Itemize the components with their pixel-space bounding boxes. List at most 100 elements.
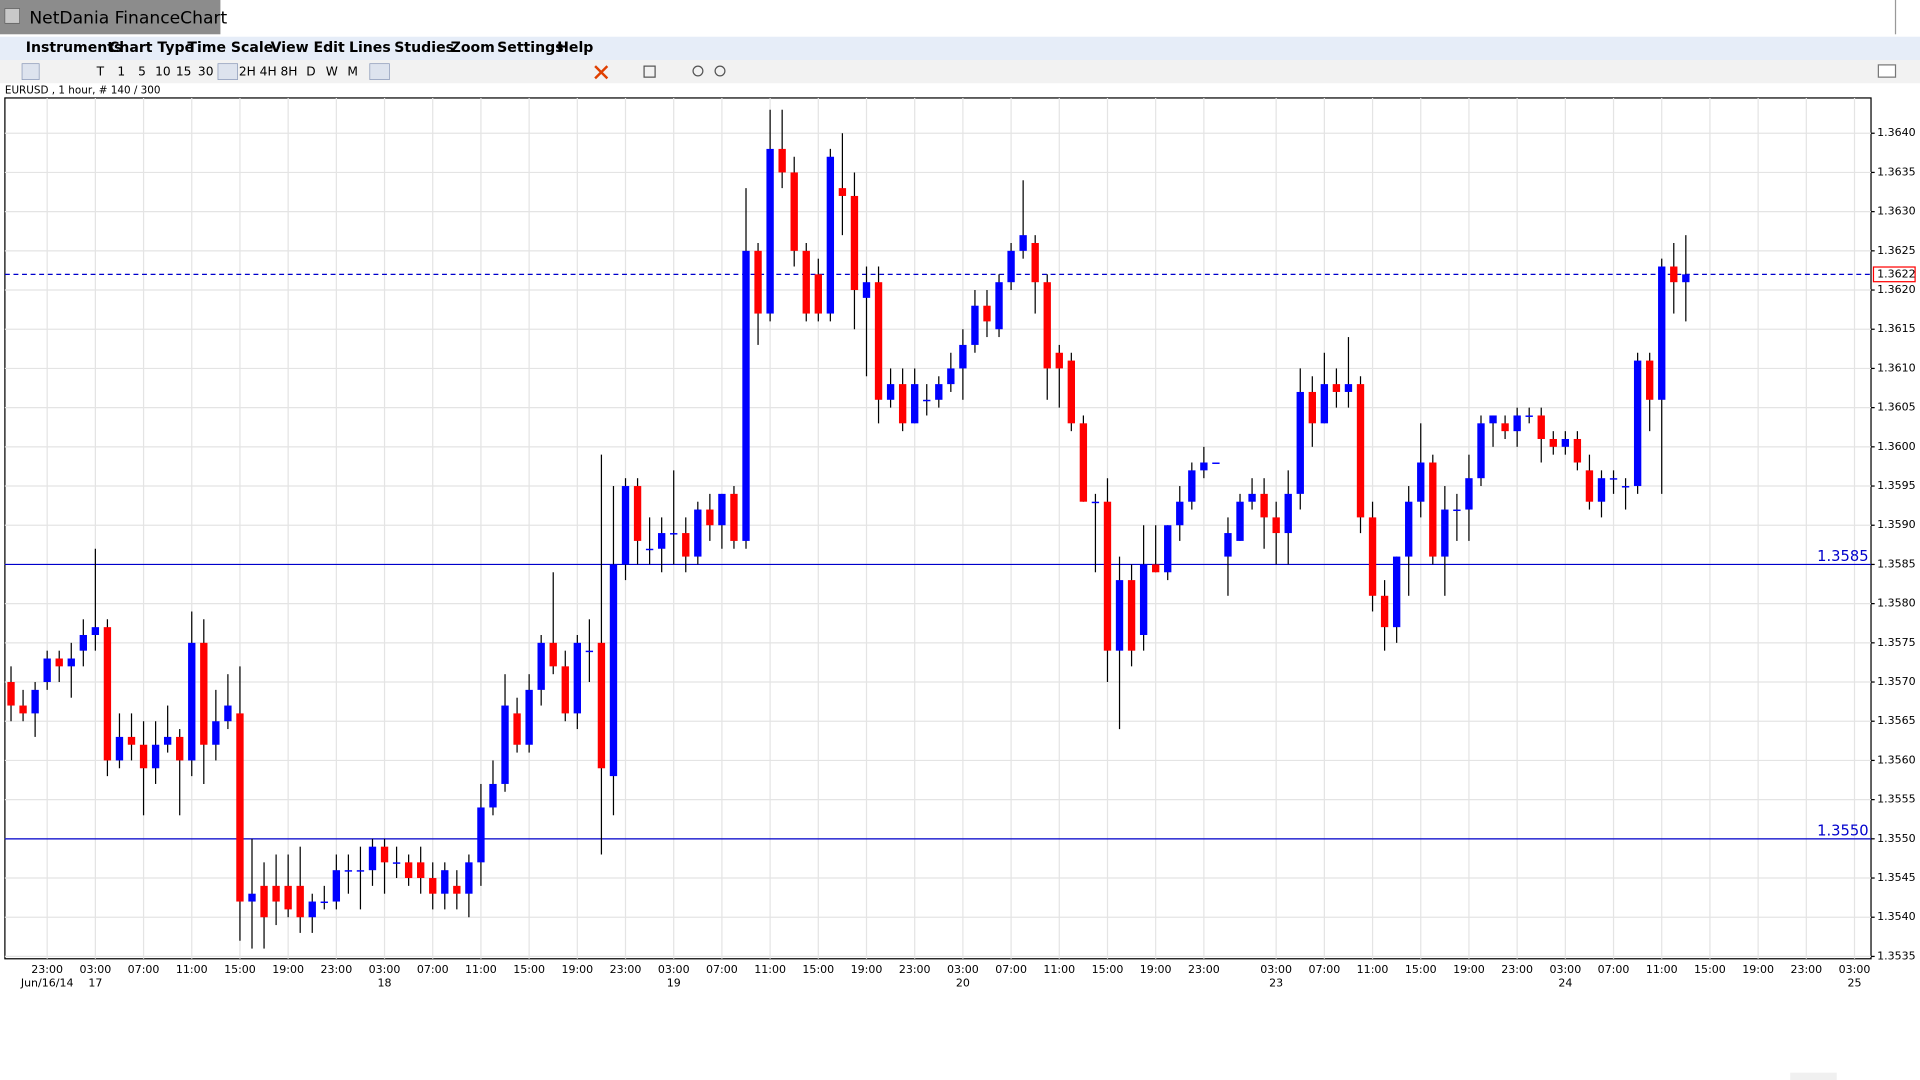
- x-tick-label: 11:00: [1646, 963, 1678, 976]
- candle-body: [1200, 462, 1208, 471]
- x-tick-label: 11:00: [1357, 963, 1389, 976]
- menu-item[interactable]: View: [271, 40, 309, 56]
- x-tick-label: 03:00: [369, 963, 401, 976]
- x-tick-label: 23:00: [1501, 963, 1533, 976]
- icon-delete[interactable]: [594, 65, 609, 80]
- candle-body: [633, 486, 642, 541]
- y-tick-label: 1.3610: [1877, 361, 1916, 374]
- toolbar-button[interactable]: 15: [176, 65, 192, 79]
- toolbar-button[interactable]: 30: [198, 65, 214, 79]
- candle-body: [344, 870, 353, 872]
- toolbar-button[interactable]: 10: [155, 65, 171, 79]
- candle-body: [296, 885, 304, 918]
- icon-selected[interactable]: [217, 63, 238, 80]
- candle-body: [657, 533, 666, 549]
- candle-body: [874, 282, 883, 400]
- menu-item[interactable]: Settings: [497, 40, 563, 56]
- menu-item[interactable]: Lines: [349, 40, 391, 56]
- x-tick-label: 15:00: [1694, 963, 1726, 976]
- candle-body: [1585, 470, 1594, 502]
- x-tick-label: 11:00: [754, 963, 786, 976]
- candle-body: [356, 870, 365, 872]
- candle-body: [1609, 478, 1618, 480]
- icon-zoom-out[interactable]: [714, 65, 726, 77]
- candle-body: [1043, 282, 1051, 369]
- toolbar-button[interactable]: W: [326, 65, 338, 79]
- chart: 1.3535 1.3540 1.3545 1.3550 1.3555 1.3560 1.35…: [4, 97, 1916, 989]
- candle-body: [585, 650, 594, 653]
- candle-body: [1429, 462, 1437, 557]
- candle-body: [549, 642, 557, 667]
- x-tick-label: 19:00: [851, 963, 883, 976]
- x-date-label: 20: [956, 976, 970, 989]
- menu-item[interactable]: Chart Type: [109, 40, 194, 56]
- menu-item[interactable]: Zoom: [451, 40, 495, 56]
- toolbar-icons: [21, 63, 1897, 80]
- candle-body: [959, 344, 967, 369]
- x-tick-label: 11:00: [1043, 963, 1075, 976]
- candle-body: [1332, 384, 1341, 392]
- candle-body: [1188, 470, 1196, 502]
- candle-body: [55, 658, 63, 667]
- toolbar-button[interactable]: T: [96, 65, 105, 79]
- toolbar-button[interactable]: 8H: [280, 65, 297, 79]
- app-icon: [4, 8, 20, 24]
- x-date-label: 24: [1558, 976, 1572, 989]
- icon-print[interactable]: [643, 65, 656, 78]
- candle-body: [127, 736, 136, 745]
- candle-body: [79, 634, 87, 651]
- candle-body: [163, 736, 172, 745]
- candle-body: [1682, 274, 1690, 283]
- candle-body: [1320, 384, 1329, 424]
- candle-body: [1489, 415, 1497, 424]
- toolbar-button[interactable]: 2H: [239, 65, 256, 79]
- x-tick-label: 07:00: [995, 963, 1027, 976]
- candle-body: [1067, 360, 1076, 424]
- x-tick-label: 11:00: [465, 963, 497, 976]
- menu-item[interactable]: Studies: [394, 40, 454, 56]
- candle-body: [682, 533, 690, 557]
- candle-body: [814, 274, 822, 314]
- menu-item[interactable]: Time Scale: [187, 40, 273, 56]
- y-tick-label: 1.3635: [1877, 165, 1916, 178]
- toolbar-button[interactable]: 1: [117, 65, 125, 79]
- current-price-label: 1.3622: [1877, 267, 1916, 280]
- icon-zoom-in[interactable]: [692, 65, 704, 77]
- candle-body: [272, 885, 280, 902]
- menu-item[interactable]: Help: [557, 40, 593, 56]
- candle-body: [1405, 501, 1413, 557]
- icon-window[interactable]: [1877, 64, 1897, 78]
- candle-body: [1670, 266, 1678, 283]
- y-tick-label: 1.3575: [1877, 636, 1916, 649]
- x-tick-label: 23:00: [610, 963, 642, 976]
- candle-body: [1597, 478, 1606, 502]
- x-date-label: 18: [378, 976, 392, 989]
- x-tick-label: 23:00: [899, 963, 931, 976]
- candle-body: [718, 493, 726, 526]
- candle-body: [67, 658, 75, 667]
- candle-body: [1236, 501, 1244, 541]
- menu-item[interactable]: Instruments: [26, 40, 123, 56]
- y-tick-label: 1.3560: [1877, 753, 1916, 766]
- candle-body: [248, 893, 256, 902]
- x-tick-label: 03:00: [658, 963, 690, 976]
- y-tick-label: 1.3555: [1877, 793, 1916, 806]
- toolbar-button[interactable]: 4H: [260, 65, 277, 79]
- toolbar-button[interactable]: D: [306, 65, 315, 79]
- icon-candles[interactable]: [21, 63, 40, 80]
- toolbar-button[interactable]: M: [347, 65, 358, 79]
- menu-item[interactable]: Edit: [313, 40, 345, 56]
- candle-body: [995, 282, 1003, 330]
- candle-body: [453, 885, 461, 894]
- candle-body: [1573, 438, 1582, 463]
- candle-body: [754, 250, 762, 314]
- toolbar-button[interactable]: 5: [138, 65, 146, 79]
- candle-body: [308, 901, 316, 918]
- icon-crosshair[interactable]: [369, 63, 390, 80]
- candle-body: [404, 862, 413, 879]
- y-tick-label: 1.3590: [1877, 518, 1916, 531]
- candle-body: [417, 862, 425, 879]
- x-tick-label: 03:00: [79, 963, 111, 976]
- candle-body: [790, 172, 798, 251]
